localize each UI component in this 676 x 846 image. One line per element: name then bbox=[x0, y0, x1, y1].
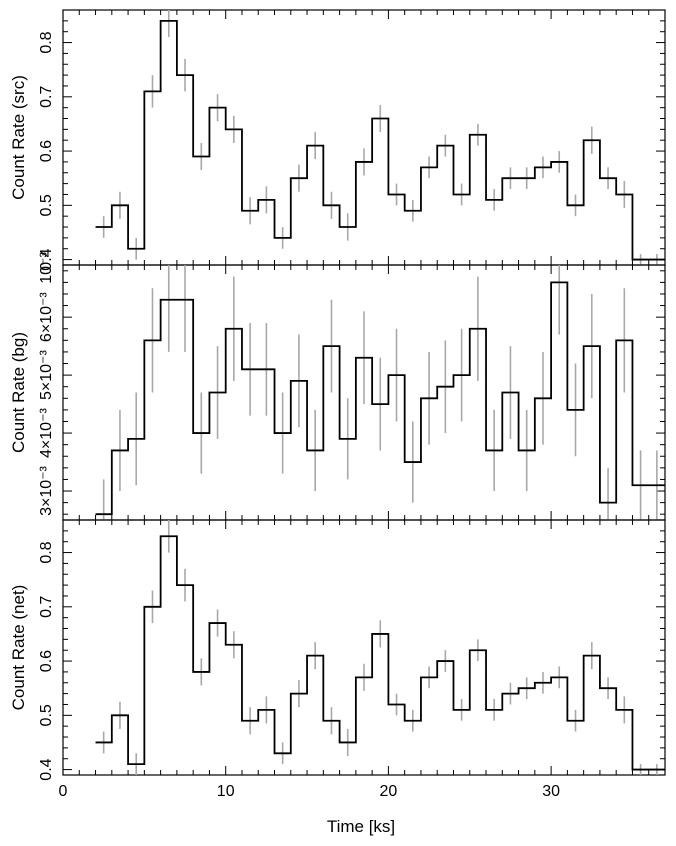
y-tick-label: 0.7 bbox=[38, 596, 55, 618]
x-axis-title: Time [ks] bbox=[327, 817, 395, 836]
y-tick-label: 5×10⁻³ bbox=[38, 350, 55, 400]
panel-src: 0.4 0.5 0.6 0.7 0.8 Count Rate (src) bbox=[9, 9, 666, 271]
x-tick-label: 10 bbox=[217, 783, 235, 800]
y-axis-title: Count Rate (bg) bbox=[9, 332, 28, 453]
y-tick-label: 0.6 bbox=[38, 650, 55, 672]
rate-step-line bbox=[95, 281, 665, 516]
y-tick-label: 3×10⁻³ bbox=[38, 465, 55, 515]
y-tick-label: 0.8 bbox=[38, 541, 55, 563]
rate-step-line bbox=[95, 535, 665, 771]
y-tick-label: 0.8 bbox=[38, 31, 55, 53]
panel-frame bbox=[62, 519, 666, 776]
y-tick-label: 0.5 bbox=[38, 194, 55, 216]
y-exponent-label: 10⁻³ bbox=[38, 252, 55, 284]
y-tick-label: 4×10⁻³ bbox=[38, 407, 55, 457]
x-tick-label: 0 bbox=[59, 783, 68, 800]
x-tick-label: 30 bbox=[542, 783, 560, 800]
panel-frame bbox=[62, 9, 666, 266]
y-axis-title: Count Rate (net) bbox=[9, 585, 28, 711]
panel-bg: 3×10⁻³ 4×10⁻³ 5×10⁻³ 6×10⁻³ 10⁻³ Count Rate (… bbox=[9, 252, 666, 521]
rate-step-line bbox=[95, 19, 665, 261]
y-tick-label: 0.6 bbox=[38, 140, 55, 162]
y-tick-label: 0.4 bbox=[38, 248, 55, 270]
y-tick-label: 0.5 bbox=[38, 704, 55, 726]
panel-net: 0.4 0.5 0.6 0.7 0.8 Count Rate (net) 0 10 20 30 bbox=[9, 519, 666, 800]
x-tick-label: 20 bbox=[380, 783, 398, 800]
y-tick-label: 0.7 bbox=[38, 86, 55, 108]
y-tick-label: 0.4 bbox=[38, 758, 55, 780]
y-tick-label: 6×10⁻³ bbox=[38, 292, 55, 342]
y-axis-title: Count Rate (src) bbox=[9, 75, 28, 200]
